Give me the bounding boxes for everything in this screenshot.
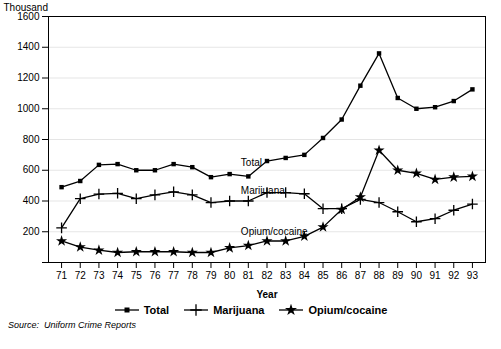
html-text:Opium/cocaine: Opium/cocaine	[308, 304, 388, 316]
svg-text:Year: Year	[256, 289, 277, 300]
svg-text:79: 79	[205, 270, 217, 281]
svg-text:84: 84	[299, 270, 311, 281]
svg-text:75: 75	[131, 270, 143, 281]
svg-text:800: 800	[23, 134, 40, 145]
svg-text:400: 400	[23, 195, 40, 206]
svg-text:91: 91	[430, 270, 442, 281]
svg-text:82: 82	[261, 270, 273, 281]
svg-text:Thousand: Thousand	[4, 2, 48, 13]
svg-text:90: 90	[411, 270, 423, 281]
svg-text:72: 72	[75, 270, 87, 281]
svg-text:Total: Total	[241, 157, 262, 168]
svg-text:77: 77	[168, 270, 180, 281]
svg-text:1000: 1000	[17, 103, 40, 114]
svg-text:600: 600	[23, 164, 40, 175]
svg-text:80: 80	[224, 270, 236, 281]
svg-text:93: 93	[467, 270, 479, 281]
svg-text:Marijuana: Marijuana	[241, 185, 285, 196]
svg-text:85: 85	[317, 270, 329, 281]
svg-text:92: 92	[448, 270, 460, 281]
svg-text:81: 81	[243, 270, 255, 281]
svg-text:86: 86	[336, 270, 348, 281]
svg-text:71: 71	[56, 270, 68, 281]
svg-text:87: 87	[355, 270, 367, 281]
html-text:Marijuana: Marijuana	[213, 304, 265, 316]
html-text:Total: Total	[143, 304, 170, 316]
svg-text:1200: 1200	[17, 72, 40, 83]
svg-text:88: 88	[373, 270, 385, 281]
svg-text:Opium/cocaine: Opium/cocaine	[241, 226, 308, 237]
svg-text:74: 74	[112, 270, 124, 281]
svg-text:1600: 1600	[17, 10, 40, 22]
svg-text:1400: 1400	[17, 41, 40, 52]
html-text:Source: Uniform Crime Reports: Source: Uniform Crime Reports	[8, 320, 136, 330]
svg-text:89: 89	[392, 270, 404, 281]
svg-text:78: 78	[187, 270, 199, 281]
svg-text:200: 200	[23, 226, 40, 237]
svg-text:76: 76	[149, 270, 161, 281]
svg-text:73: 73	[93, 270, 105, 281]
svg-text:83: 83	[280, 270, 292, 281]
